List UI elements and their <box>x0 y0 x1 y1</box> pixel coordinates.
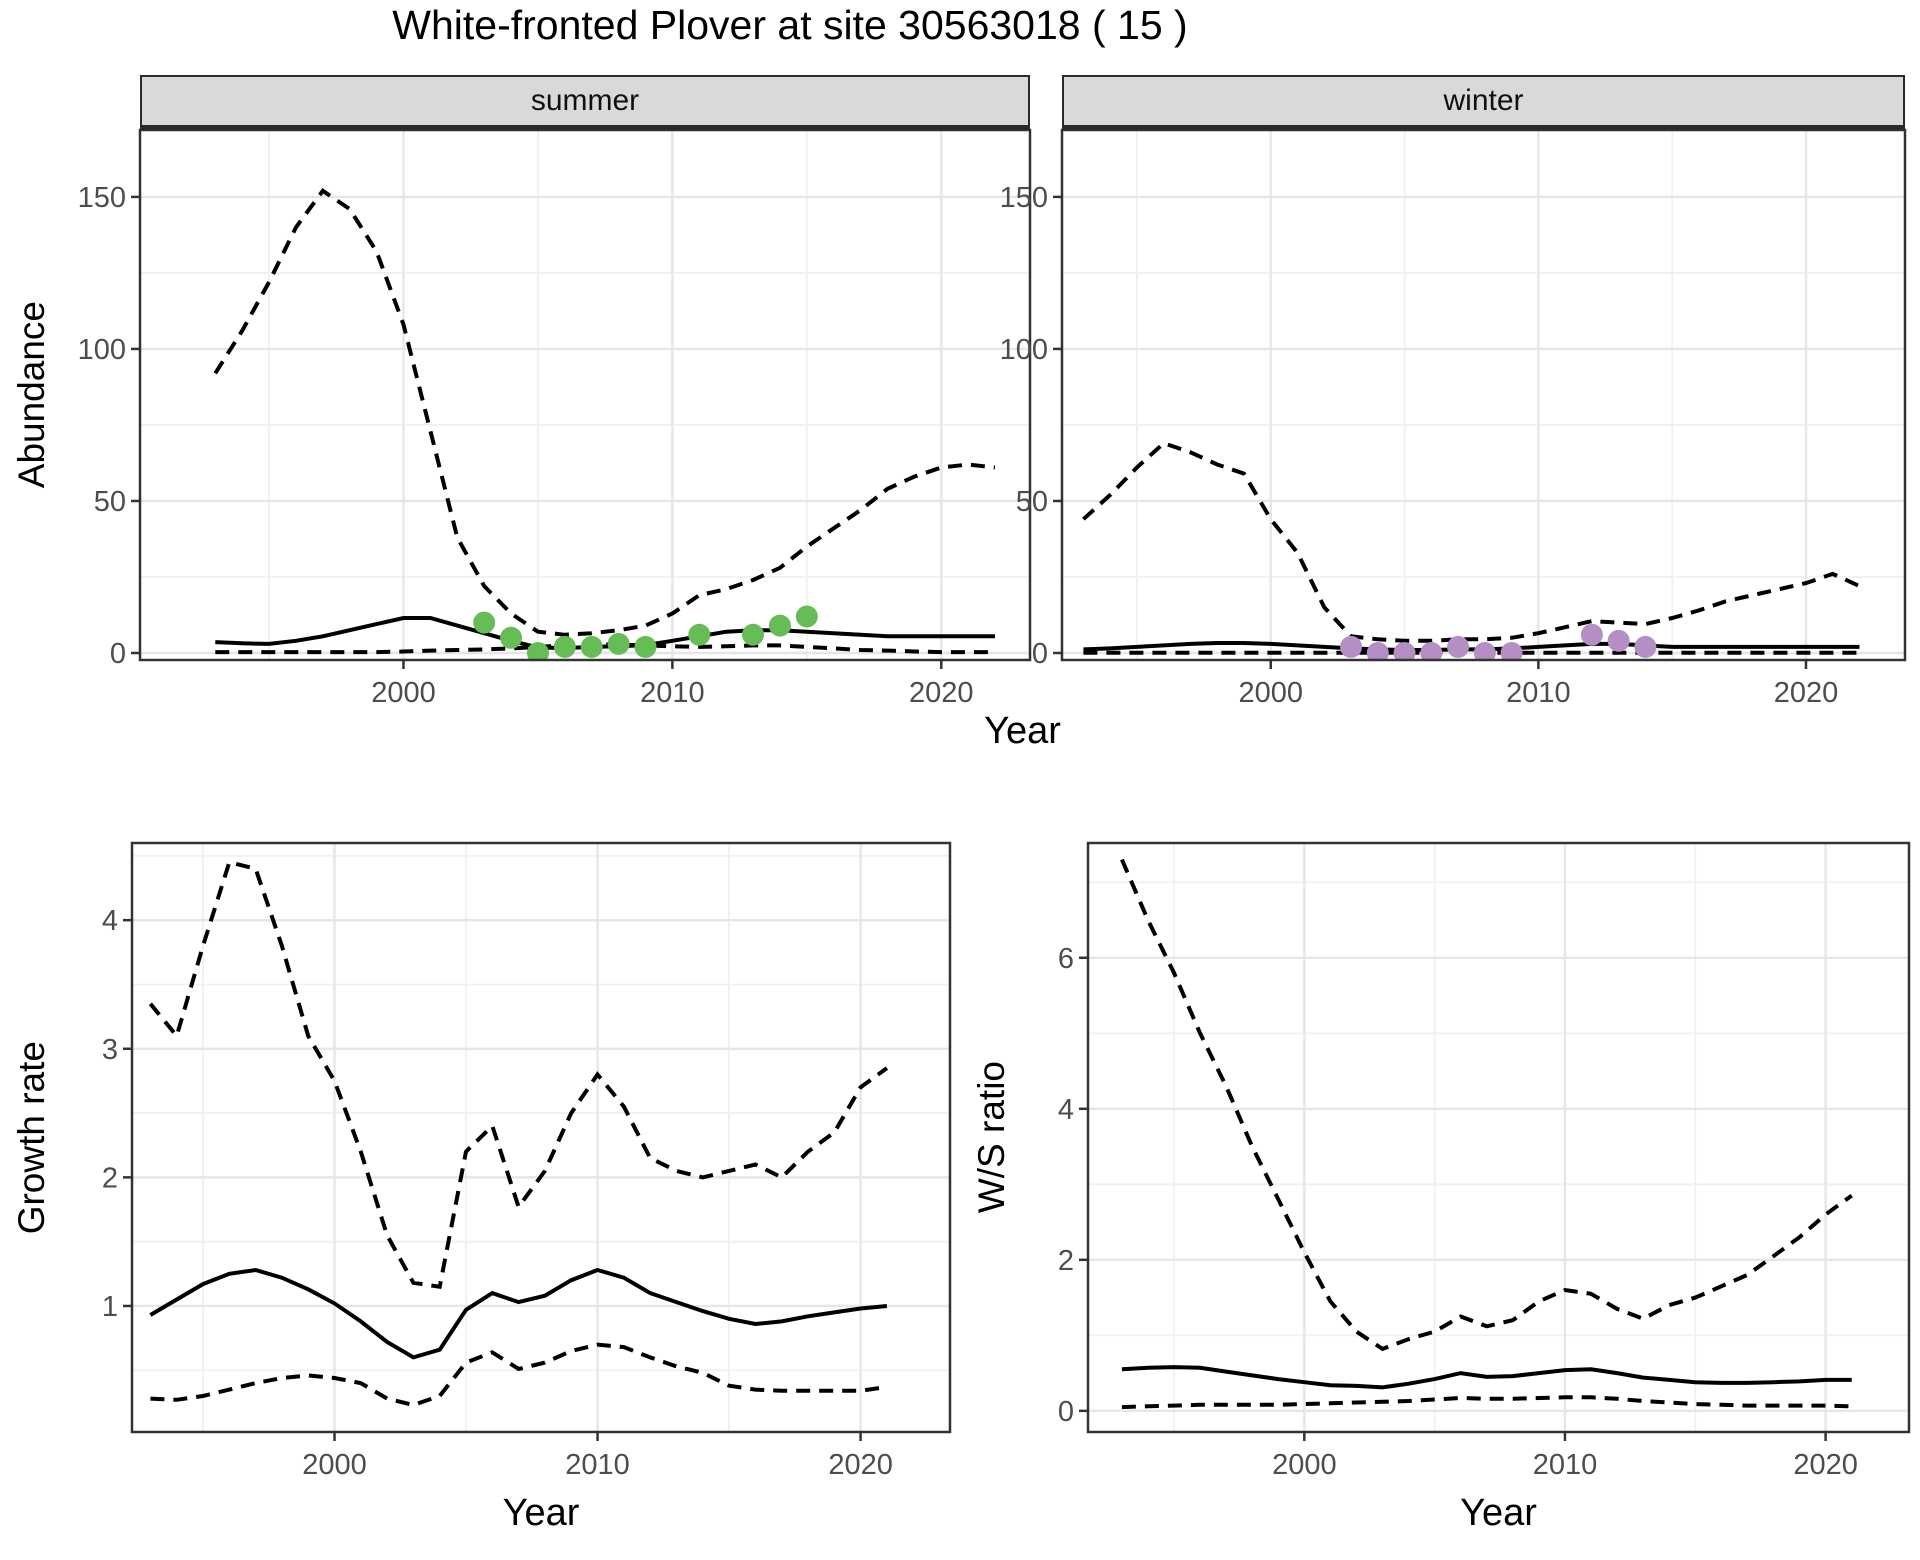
panel-border <box>130 841 952 1434</box>
x-tick-label: 2020 <box>1774 677 1839 709</box>
observed-point <box>1500 642 1523 659</box>
x-tick-label: 2010 <box>640 677 705 709</box>
growth-rate-axis-title: Growth rate <box>6 843 58 1432</box>
panel-background <box>1062 130 1905 660</box>
observed-point <box>1420 642 1443 659</box>
x-tick-label: 2000 <box>302 1449 367 1481</box>
panel-abundance_winter: 2000 2010 2020 0 50 100 150 <box>1000 128 1907 709</box>
facet-strip-summer: summer <box>140 75 1030 130</box>
lower_ci-line <box>1121 1395 1852 1410</box>
y-tick-label: 100 <box>1000 334 1048 366</box>
facet-strip-winter: winter <box>1062 75 1905 130</box>
y-tick-label: 2 <box>102 1162 118 1194</box>
panel-border <box>1060 128 1907 662</box>
growth-year-axis-title: Year <box>502 1492 580 1534</box>
observed-point <box>1607 629 1630 652</box>
upper_ci-line <box>148 859 889 1289</box>
lower_ci-line <box>215 642 995 655</box>
upper_ci-line <box>1120 858 1853 1352</box>
observed-point <box>1473 642 1496 659</box>
panel-border <box>138 128 1032 662</box>
y-tick-label: 50 <box>1016 486 1048 518</box>
observed-point <box>526 642 549 659</box>
abundance-axis-title: Abundance <box>6 130 58 660</box>
median-line <box>1121 1365 1852 1390</box>
x-tick-label: 2000 <box>1238 677 1303 709</box>
upper_ci-line <box>213 188 996 637</box>
observed-point <box>742 623 765 646</box>
x-tick-label: 2000 <box>1272 1449 1337 1481</box>
figure-title: White-fronted Plover at site 30563018 ( … <box>392 2 1188 48</box>
y-tick-label: 6 <box>1058 943 1074 975</box>
observed-point <box>473 611 496 634</box>
x-tick-label: 2020 <box>909 677 974 709</box>
panel-background <box>132 843 950 1432</box>
y-tick-label: 50 <box>94 486 126 518</box>
x-tick-label: 2020 <box>1793 1449 1858 1481</box>
observed-point <box>580 635 603 658</box>
observed-point <box>768 614 791 637</box>
y-tick-label: 0 <box>110 638 126 670</box>
y-tick-label: 2 <box>1058 1245 1074 1277</box>
median-line <box>1083 641 1860 652</box>
y-tick-label: 0 <box>1058 1396 1074 1428</box>
observed-point <box>1634 635 1657 658</box>
observed-point <box>1340 635 1363 658</box>
facet-strip-winter-label: winter <box>1443 84 1524 117</box>
median-line <box>215 616 995 651</box>
panel-border <box>1086 841 1911 1434</box>
ws-ratio-axis-title: W/S ratio <box>966 843 1018 1432</box>
ws-ratio-axis-title-text: W/S ratio <box>971 1061 1012 1214</box>
y-tick-label: 150 <box>78 182 126 214</box>
ws-year-axis-title: Year <box>1460 1492 1537 1534</box>
y-tick-label: 1 <box>102 1291 118 1323</box>
observed-point <box>634 635 657 658</box>
observed-point <box>553 635 576 658</box>
panel-background <box>1088 843 1909 1432</box>
panel-background <box>140 130 1030 660</box>
median-line <box>149 1267 888 1360</box>
y-tick-label: 100 <box>78 334 126 366</box>
growth-rate-axis-title-text: Growth rate <box>11 1040 52 1235</box>
panel-series <box>1082 440 1861 659</box>
observed-point <box>1580 623 1603 646</box>
y-tick-label: 4 <box>102 905 118 937</box>
panel-ws_ratio: 2000 2010 2020 0 2 4 6 <box>1058 841 1911 1481</box>
observed-point <box>1366 642 1389 659</box>
observed-point <box>795 605 818 628</box>
observed-point <box>688 623 711 646</box>
observed-point <box>1447 635 1470 658</box>
x-tick-label: 2020 <box>828 1449 893 1481</box>
top-year-axis-title: Year <box>984 710 1061 752</box>
y-tick-label: 4 <box>1058 1094 1074 1126</box>
x-tick-label: 2000 <box>371 677 436 709</box>
x-tick-label: 2010 <box>1506 677 1571 709</box>
panel-series <box>1120 858 1853 1410</box>
facet-strip-summer-label: summer <box>530 84 640 117</box>
panel-series <box>148 859 889 1408</box>
panel-abundance_summer: 2000 2010 2020 0 50 100 150 <box>78 128 1032 709</box>
x-tick-label: 2010 <box>1533 1449 1598 1481</box>
y-tick-label: 3 <box>102 1034 118 1066</box>
observed-point <box>500 626 523 649</box>
y-tick-label: 0 <box>1032 638 1048 670</box>
x-tick-label: 2010 <box>565 1449 630 1481</box>
upper_ci-line <box>1082 440 1861 643</box>
abundance-axis-title-text: Abundance <box>11 301 52 489</box>
lower_ci-line <box>150 1342 888 1408</box>
y-tick-label: 150 <box>1000 182 1048 214</box>
panel-growth_rate: 2000 2010 2020 1 2 3 4 <box>102 841 952 1481</box>
panel-series <box>213 188 996 659</box>
observed-point <box>1393 642 1416 659</box>
observed-point <box>607 632 630 655</box>
